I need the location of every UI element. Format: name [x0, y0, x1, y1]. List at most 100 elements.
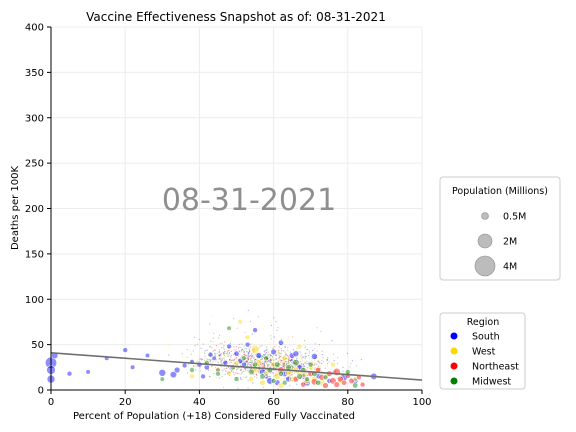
small-county-point — [225, 353, 227, 355]
small-county-point — [240, 369, 242, 371]
small-county-point — [206, 349, 208, 351]
small-county-point — [284, 346, 286, 348]
county-bubble-midwest — [259, 373, 266, 380]
small-county-point — [288, 360, 290, 362]
small-county-point — [269, 360, 271, 362]
small-county-point — [309, 362, 312, 364]
small-county-point — [284, 346, 286, 348]
small-county-point — [280, 353, 282, 355]
small-county-point — [299, 351, 301, 353]
small-county-point — [287, 364, 289, 366]
small-county-point — [291, 356, 293, 358]
small-county-point — [240, 360, 242, 362]
small-county-point — [214, 349, 216, 351]
county-bubble-south — [181, 362, 188, 369]
small-county-point — [227, 353, 229, 355]
small-county-point — [266, 356, 268, 358]
small-county-point — [289, 372, 291, 375]
small-county-point — [301, 357, 303, 359]
small-county-point — [275, 354, 277, 356]
small-county-point — [306, 348, 308, 351]
small-county-point — [247, 352, 249, 354]
small-county-point — [217, 362, 219, 364]
grid — [50, 26, 423, 391]
small-county-point — [220, 366, 222, 368]
small-county-point — [234, 354, 236, 356]
small-county-point — [269, 356, 271, 358]
small-county-point — [277, 388, 279, 390]
small-county-point — [287, 358, 289, 360]
small-county-point — [270, 324, 272, 326]
small-county-point — [333, 360, 335, 362]
small-county-point — [224, 351, 226, 353]
small-county-point — [245, 368, 247, 370]
small-county-point — [294, 362, 296, 365]
small-county-point — [238, 346, 240, 348]
small-county-point — [252, 382, 254, 384]
small-county-point — [268, 361, 270, 363]
small-county-point — [262, 386, 264, 388]
small-county-point — [212, 369, 214, 372]
small-county-point — [203, 351, 206, 353]
small-county-point — [232, 359, 234, 361]
small-county-point — [243, 364, 245, 366]
region-legend-label: South — [472, 332, 500, 343]
small-county-point — [290, 360, 292, 362]
small-county-point — [264, 356, 266, 358]
small-county-point — [226, 349, 228, 351]
small-county-point — [346, 352, 348, 355]
small-county-point — [309, 373, 311, 375]
small-county-point — [286, 355, 288, 357]
small-county-point — [287, 360, 289, 363]
small-county-point — [272, 329, 274, 331]
small-county-point — [293, 362, 296, 364]
small-county-point — [336, 371, 338, 373]
small-county-point — [220, 368, 223, 370]
small-county-point — [288, 363, 290, 365]
small-county-point — [277, 364, 280, 366]
small-county-point — [234, 357, 236, 360]
small-county-point — [302, 361, 304, 363]
small-county-point — [303, 365, 306, 367]
small-county-point — [240, 350, 243, 352]
small-county-point — [296, 348, 298, 350]
small-county-point — [275, 358, 277, 360]
small-county-point — [208, 359, 211, 361]
small-county-point — [235, 357, 238, 359]
small-county-point — [265, 360, 268, 362]
small-county-point — [297, 366, 299, 368]
small-county-point — [187, 372, 189, 374]
county-bubble-midwest — [233, 376, 240, 382]
y-tick-label: 250 — [25, 159, 44, 170]
small-county-point — [270, 357, 272, 359]
small-county-point — [284, 367, 286, 369]
county-bubble-west — [303, 377, 311, 385]
small-county-point — [306, 360, 308, 362]
small-county-point — [247, 352, 249, 354]
small-county-point — [310, 367, 312, 369]
small-county-point — [282, 365, 284, 367]
y-tick-label: 200 — [25, 204, 44, 215]
small-county-point — [255, 348, 257, 351]
small-county-point — [186, 356, 188, 358]
small-county-point — [269, 353, 271, 355]
county-bubble-west — [245, 334, 251, 341]
small-county-point — [182, 356, 184, 358]
small-county-point — [278, 347, 280, 349]
small-county-point — [326, 359, 328, 361]
county-bubble-midwest — [296, 373, 303, 380]
small-county-point — [263, 370, 265, 372]
county-bubble-west — [296, 343, 303, 350]
x-tick-label: 40 — [193, 397, 206, 408]
x-tick-label: 80 — [341, 397, 354, 408]
small-county-point — [309, 358, 311, 360]
small-county-point — [319, 362, 321, 364]
small-county-point — [259, 370, 261, 372]
small-county-point — [220, 361, 222, 363]
small-county-point — [261, 358, 263, 360]
county-bubble-west — [330, 361, 336, 368]
small-county-point — [204, 353, 206, 355]
small-county-point — [234, 353, 237, 355]
small-county-point — [326, 359, 328, 362]
small-county-point — [260, 355, 262, 357]
